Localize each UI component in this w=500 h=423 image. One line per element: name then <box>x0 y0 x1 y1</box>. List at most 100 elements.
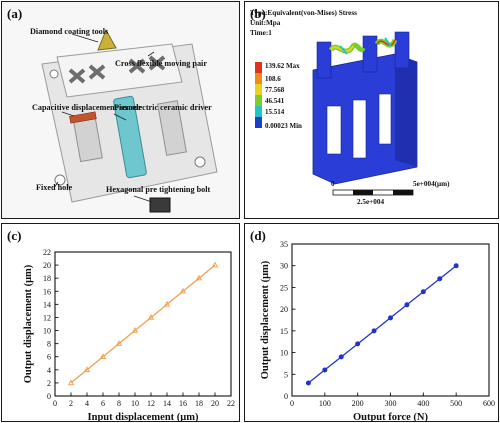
y-tick-label: 15 <box>280 327 288 336</box>
y-tick-label: 16 <box>43 287 51 296</box>
data-point <box>420 289 426 295</box>
x-tick-label: 0 <box>53 399 57 408</box>
x-tick-label: 200 <box>352 399 364 408</box>
x-tick-label: 600 <box>483 399 495 408</box>
fea-type-text: Type:Equivalent(von-Mises) Stress <box>250 9 357 17</box>
legend-swatch <box>255 73 262 84</box>
y-tick-label: 20 <box>43 261 51 270</box>
x-tick-label: 300 <box>385 399 397 408</box>
hex-bolt-icon <box>149 197 171 213</box>
y-tick-label: 25 <box>280 283 288 292</box>
data-point <box>322 367 328 373</box>
data-point <box>338 354 344 360</box>
y-tick-label: 30 <box>280 262 288 271</box>
fea-unit-text: Unit:Mpa <box>250 19 281 27</box>
x-tick-label: 100 <box>319 399 331 408</box>
y-tick-label: 22 <box>43 248 51 257</box>
data-point <box>147 313 155 320</box>
y-axis-label: Output displacement (μm) <box>23 264 34 383</box>
legend-value-4: 15.514 <box>265 108 285 116</box>
data-point <box>404 302 410 308</box>
panel-label-d: (d) <box>250 228 266 243</box>
scale-mid-label: 2.5e+004 <box>357 198 384 206</box>
data-point <box>388 315 393 321</box>
series-line <box>70 264 216 384</box>
x-tick-label: 14 <box>163 399 171 408</box>
legend-swatch <box>255 95 262 106</box>
model-illustration: Diamond coating tools Cross flexible mov… <box>30 27 218 213</box>
y-tick-label: 0 <box>284 392 288 401</box>
y-tick-label: 0 <box>47 392 51 401</box>
x-axis-label: Input displacement (μm) <box>88 412 199 422</box>
data-point <box>83 366 91 373</box>
x-tick-label: 20 <box>211 399 219 408</box>
panel-label-c: (c) <box>7 228 22 243</box>
panel-label-b: (b) <box>250 6 266 21</box>
fea-body <box>312 31 418 185</box>
data-point <box>131 327 139 333</box>
chart-d-svg: 0 100 200 300 400 500 600 0 5 10 15 20 25 30 35 Output … <box>260 240 495 422</box>
x-tick-label: 12 <box>147 399 155 408</box>
data-point <box>115 340 123 346</box>
label-cap-sensor: Capacitive displacement sensor <box>32 103 142 112</box>
data-point <box>179 287 187 294</box>
y-tick-label: 20 <box>280 305 288 314</box>
y-tick-label: 8 <box>47 340 51 349</box>
x-tick-label: 500 <box>450 399 462 408</box>
y-axis-label: Output displacement (μm) <box>260 260 271 379</box>
label-fixed-hole: Fixed hole <box>36 183 73 192</box>
legend-value-0: 139.62 Max <box>265 62 300 70</box>
panel-d-chart: 0 100 200 300 400 500 600 0 5 10 15 20 25 30 35 Output … <box>244 223 499 422</box>
legend-swatch <box>255 117 262 128</box>
piezo-driver <box>113 95 147 179</box>
y-tick-label: 6 <box>47 353 51 362</box>
annotation-leaders <box>53 33 155 203</box>
x-tick-label: 10 <box>131 399 139 408</box>
legend-swatch <box>255 62 262 73</box>
y-tick-label: 2 <box>47 379 51 388</box>
series-line <box>307 265 457 384</box>
panel-a-model: Diamond coating tools Cross flexible mov… <box>1 1 240 219</box>
x-axis-label: Output force (N) <box>353 412 429 422</box>
scale-right-label: 5e+004(μm) <box>413 180 450 188</box>
x-tick-label: 22 <box>227 399 235 408</box>
x-tick-label: 16 <box>179 399 187 408</box>
x-tick-label: 18 <box>195 399 203 408</box>
fixed-hole-icon <box>194 156 206 168</box>
right-slot <box>157 100 187 156</box>
cross-flexure <box>68 55 166 84</box>
y-tick-label: 10 <box>280 349 288 358</box>
x-tick-label: 0 <box>290 399 294 408</box>
legend-swatch <box>255 106 262 117</box>
y-tick-label: 12 <box>43 313 51 322</box>
data-point <box>211 261 219 268</box>
label-cross-pair: Cross flexible moving pair <box>115 59 207 68</box>
panel-c-chart: 0 2 4 6 8 10 12 14 16 18 20 22 0 2 4 6 8 10 12 14 16 18 20 22 In… <box>1 223 240 422</box>
capacitive-sensor <box>69 111 97 124</box>
data-point <box>453 263 459 269</box>
fea-stress-hotspots <box>328 37 398 55</box>
fea-time-text: Time:1 <box>250 29 272 37</box>
y-tick-label: 4 <box>47 366 51 375</box>
diamond-tool-icon <box>97 28 117 51</box>
label-diamond-tools: Diamond coating tools <box>30 27 108 36</box>
legend-value-1: 108.6 <box>265 75 281 83</box>
x-tick-label: 8 <box>117 399 121 408</box>
y-tick-label: 14 <box>43 300 51 309</box>
x-tick-label: 2 <box>69 399 73 408</box>
data-point <box>437 276 443 282</box>
scale-left-label: 0 <box>331 180 335 188</box>
legend-swatch <box>255 84 262 95</box>
y-tick-label: 35 <box>280 240 288 249</box>
x-tick-label: 4 <box>85 399 89 408</box>
data-point <box>195 274 203 281</box>
panel-label-a: (a) <box>7 6 23 21</box>
fea-legend <box>255 62 262 128</box>
x-tick-label: 400 <box>417 399 429 408</box>
data-point <box>305 380 311 386</box>
legend-value-2: 77.568 <box>265 86 285 94</box>
data-point <box>355 341 361 347</box>
chart-c-svg: 0 2 4 6 8 10 12 14 16 18 20 22 0 2 4 6 8 10 12 14 16 18 20 22 In… <box>23 248 235 422</box>
plot-frame <box>54 251 232 397</box>
